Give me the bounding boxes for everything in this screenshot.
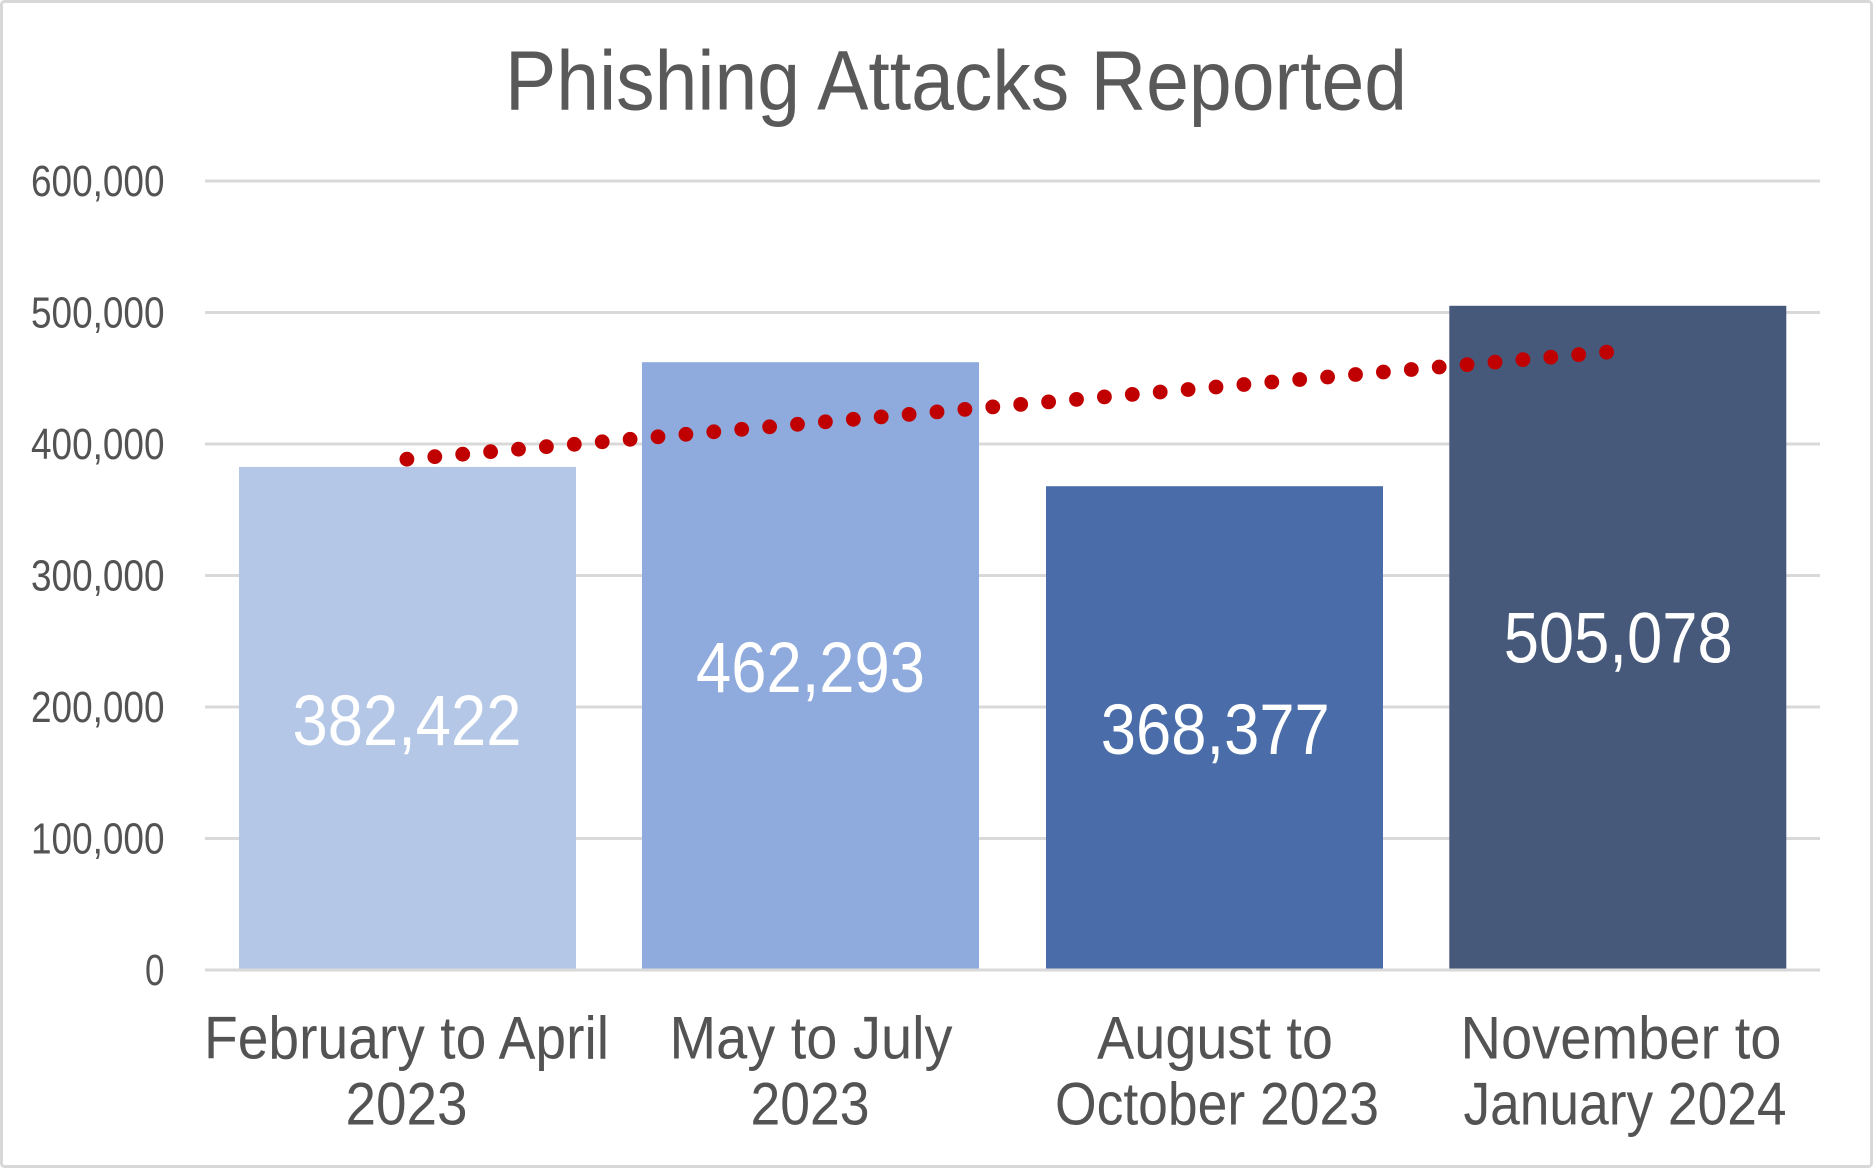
svg-text:505,078: 505,078 [1504, 599, 1733, 678]
svg-text:382,422: 382,422 [293, 682, 522, 761]
svg-text:January 2024: January 2024 [1464, 1071, 1787, 1138]
svg-text:500,000: 500,000 [31, 290, 165, 338]
svg-text:May to July: May to July [670, 1004, 953, 1071]
svg-text:200,000: 200,000 [31, 684, 165, 732]
svg-text:462,293: 462,293 [696, 629, 925, 708]
svg-text:0: 0 [145, 947, 165, 995]
svg-text:Phishing Attacks Reported: Phishing Attacks Reported [505, 34, 1407, 128]
svg-text:600,000: 600,000 [31, 158, 165, 206]
svg-text:368,377: 368,377 [1101, 691, 1330, 770]
svg-text:2023: 2023 [751, 1071, 870, 1138]
svg-text:100,000: 100,000 [31, 816, 165, 864]
svg-text:October 2023: October 2023 [1055, 1071, 1379, 1138]
svg-text:400,000: 400,000 [31, 421, 165, 469]
svg-text:February to April: February to April [204, 1004, 609, 1071]
svg-text:300,000: 300,000 [31, 553, 165, 601]
svg-text:2023: 2023 [346, 1071, 468, 1138]
svg-text:August to: August to [1097, 1004, 1333, 1071]
svg-text:November to: November to [1461, 1004, 1782, 1071]
